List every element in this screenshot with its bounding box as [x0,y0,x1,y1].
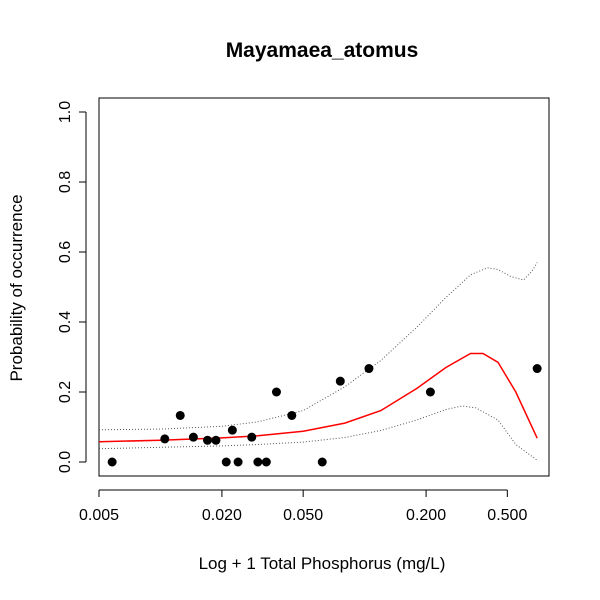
data-points [107,364,542,467]
y-tick-label: 0.4 [57,311,74,333]
data-point [211,435,221,445]
data-point [317,457,327,467]
x-tick-label: 0.020 [202,507,242,524]
plot-frame [98,97,550,477]
lower-confidence-band [98,405,538,461]
fit-series [98,352,538,443]
data-point [335,376,345,386]
data-point [203,435,213,445]
data-point [261,457,271,467]
y-tick-label: 0.6 [57,241,74,263]
x-tick-label: 0.500 [487,507,527,524]
data-point [160,434,170,444]
data-point [425,387,435,397]
upper-confidence-band [98,262,538,431]
data-point [253,457,263,467]
data-point [271,387,281,397]
y-axis: 0.0 0.2 0.4 0.6 0.8 1.0 [57,101,87,473]
chart-title: Mayamaea_atomus [226,39,419,62]
data-point [227,425,237,435]
data-point [364,364,374,374]
data-point [247,432,257,442]
fit-line [98,352,538,443]
data-point [532,364,542,374]
x-axis-label: Log + 1 Total Phosphorus (mg/L) [199,554,446,573]
data-point [175,410,185,420]
y-axis-label: Probability of occurrence [7,194,26,381]
y-tick-label: 1.0 [57,101,74,123]
y-tick-label: 0.8 [57,171,74,193]
x-tick-label: 0.005 [79,507,119,524]
y-tick-label: 0.2 [57,381,74,403]
data-point [233,457,243,467]
x-tick-label: 0.200 [406,507,446,524]
data-point [107,457,117,467]
x-tick-label: 0.050 [283,507,323,524]
y-tick-label: 0.0 [57,451,74,473]
confidence-bands [98,262,538,461]
data-point [188,432,198,442]
x-axis: 0.005 0.020 0.050 0.200 0.500 [79,489,527,524]
data-point [221,457,231,467]
data-point [287,410,297,420]
